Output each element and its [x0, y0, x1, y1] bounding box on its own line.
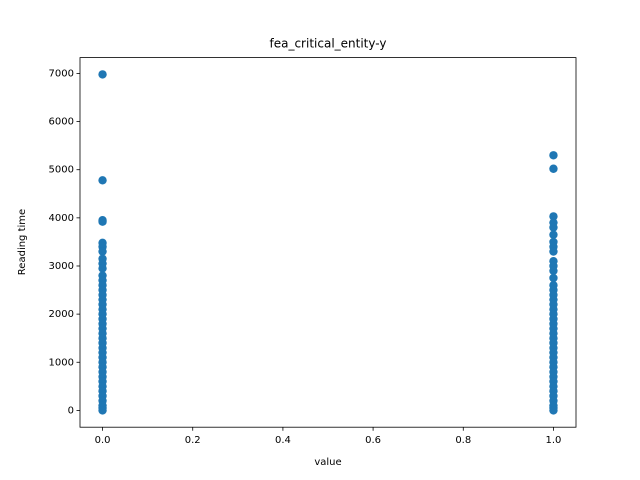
y-tick-label: 5000 — [49, 165, 74, 176]
x-tick-label: 0.8 — [455, 435, 471, 446]
point — [98, 406, 107, 415]
chart-title: fea_critical_entity-y — [270, 37, 387, 51]
x-axis-label: value — [314, 457, 341, 468]
point — [549, 406, 558, 415]
point — [549, 273, 558, 283]
point — [98, 176, 107, 185]
x-tick-label: 1.0 — [546, 435, 562, 446]
y-tick-label: 3000 — [49, 261, 74, 272]
point — [98, 70, 107, 79]
y-tick-label: 2000 — [49, 309, 74, 320]
point — [549, 164, 558, 173]
point — [98, 247, 107, 256]
y-axis-label: Reading time — [17, 209, 28, 275]
point — [98, 264, 107, 273]
x-tick-label: 0.0 — [95, 435, 111, 446]
point — [98, 217, 107, 226]
point — [549, 212, 558, 221]
point — [549, 247, 558, 256]
y-tick-label: 4000 — [49, 213, 74, 224]
point — [549, 223, 558, 232]
point — [549, 230, 558, 239]
y-tick-label: 0 — [68, 405, 74, 416]
y-tick-label: 6000 — [49, 117, 74, 128]
plot-frame — [79, 57, 577, 428]
point — [549, 151, 558, 160]
y-tick-label: 1000 — [49, 357, 74, 368]
point — [549, 266, 558, 276]
x-tick-label: 0.2 — [185, 435, 201, 446]
x-tick-label: 0.4 — [275, 435, 291, 446]
x-tick-label: 0.6 — [365, 435, 381, 446]
y-tick-label: 7000 — [49, 68, 74, 79]
